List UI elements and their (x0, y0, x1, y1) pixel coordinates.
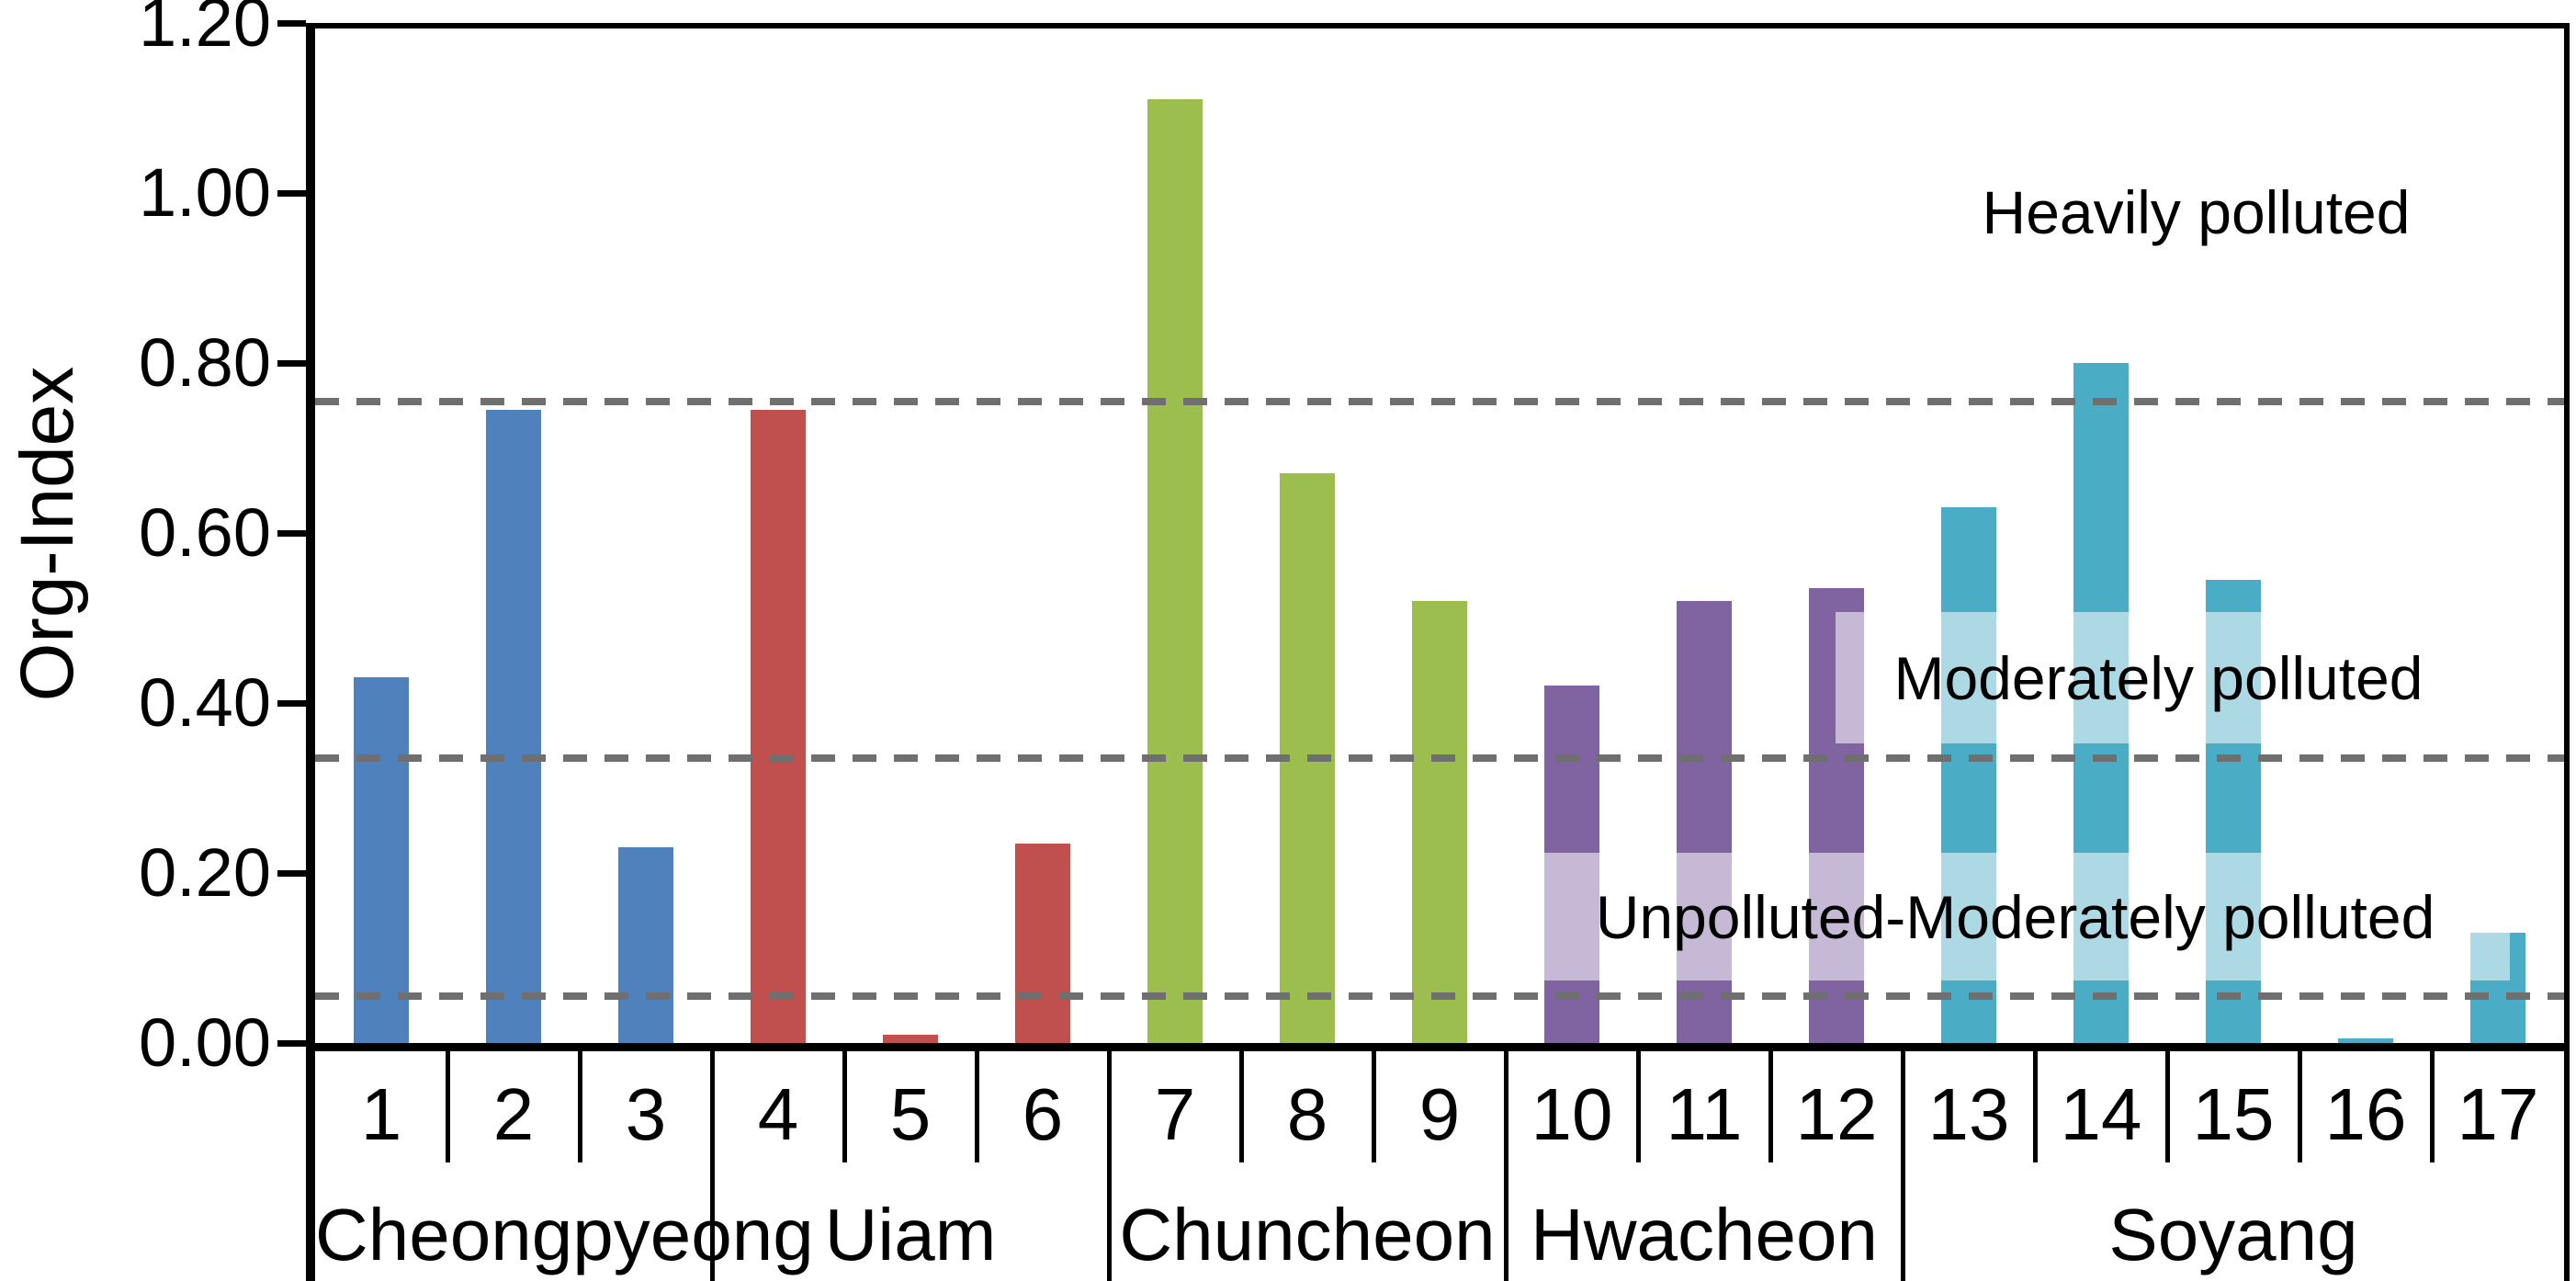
threshold-line (315, 992, 2564, 1001)
x-tick-label-site-4: 4 (757, 1073, 799, 1155)
pollution-level-label: Moderately polluted (1836, 612, 2481, 743)
site-divider (2430, 1050, 2435, 1162)
site-divider (1768, 1050, 1773, 1162)
plot-right-border (2564, 23, 2570, 1281)
x-tick-label-site-9: 9 (1418, 1073, 1461, 1155)
site-divider (1636, 1050, 1641, 1162)
y-tick-mark (277, 190, 306, 197)
y-tick-mark (277, 1040, 306, 1047)
x-tick-label-site-6: 6 (1022, 1073, 1064, 1155)
x-tick-label-site-14: 14 (2060, 1073, 2142, 1155)
x-tick-label-site-17: 17 (2457, 1073, 2539, 1155)
site-divider (2033, 1050, 2038, 1162)
threshold-line (315, 397, 2564, 405)
y-tick-label: 1.00 (138, 154, 271, 231)
group-label-uiam: Uiam (824, 1194, 997, 1275)
site-divider (1372, 1050, 1376, 1162)
group-label-chuncheon: Chuncheon (1119, 1194, 1496, 1275)
y-tick-label: 0.00 (138, 1004, 271, 1081)
x-tick-label-site-3: 3 (625, 1073, 667, 1155)
pollution-level-label: Unpolluted-Moderately polluted (1520, 853, 2510, 981)
bar-site-7 (1147, 99, 1203, 1043)
x-tick-label-site-7: 7 (1154, 1073, 1196, 1155)
group-divider (710, 1050, 715, 1281)
y-tick-label: 0.40 (138, 664, 271, 741)
site-divider (578, 1050, 582, 1162)
y-tick-mark (277, 870, 306, 877)
group-divider (1107, 1050, 1112, 1281)
y-tick-label: 0.20 (138, 834, 271, 911)
site-divider (842, 1050, 847, 1162)
x-tick-label-site-11: 11 (1666, 1073, 1743, 1155)
site-divider (2165, 1050, 2170, 1162)
x-tick-label-site-15: 15 (2192, 1073, 2275, 1155)
bar-site-1 (354, 677, 409, 1043)
y-tick-mark (277, 360, 306, 367)
y-tick-mark (277, 530, 306, 537)
y-tick-label: 0.80 (138, 324, 271, 401)
x-tick-label-site-2: 2 (492, 1073, 535, 1155)
x-axis-line (306, 1043, 2570, 1051)
bar-site-3 (618, 847, 673, 1043)
bar-site-5 (883, 1035, 938, 1043)
site-divider (1239, 1050, 1244, 1162)
threshold-line (315, 754, 2564, 763)
x-tick-label-site-16: 16 (2324, 1073, 2407, 1155)
x-tick-label-site-12: 12 (1795, 1073, 1878, 1155)
bar-site-4 (751, 410, 806, 1043)
y-tick-label: 1.20 (138, 0, 271, 61)
bar-site-6 (1015, 844, 1070, 1043)
group-label-hwacheon: Hwacheon (1530, 1194, 1878, 1275)
site-divider (446, 1050, 450, 1162)
bar-site-16 (2338, 1038, 2393, 1043)
x-tick-label-site-13: 13 (1927, 1073, 2010, 1155)
group-label-soyang: Soyang (2108, 1194, 2358, 1275)
y-axis-line (306, 23, 315, 1281)
pollution-level-label: Heavily polluted (1982, 177, 2411, 246)
y-tick-mark (277, 20, 306, 27)
bar-site-9 (1412, 601, 1467, 1043)
y-tick-mark (277, 700, 306, 707)
x-tick-label-site-10: 10 (1531, 1073, 1613, 1155)
bar-site-2 (486, 410, 541, 1043)
x-tick-label-site-1: 1 (360, 1073, 402, 1155)
site-divider (975, 1050, 979, 1162)
group-label-cheongpyeong: Cheongpyeong (315, 1194, 814, 1275)
y-tick-label: 0.60 (138, 494, 271, 571)
group-divider (1504, 1050, 1508, 1281)
site-divider (2298, 1050, 2302, 1162)
group-divider (1901, 1050, 1905, 1281)
x-tick-label-site-8: 8 (1286, 1073, 1328, 1155)
x-tick-label-site-5: 5 (889, 1073, 932, 1155)
plot-top-border (306, 23, 2570, 28)
